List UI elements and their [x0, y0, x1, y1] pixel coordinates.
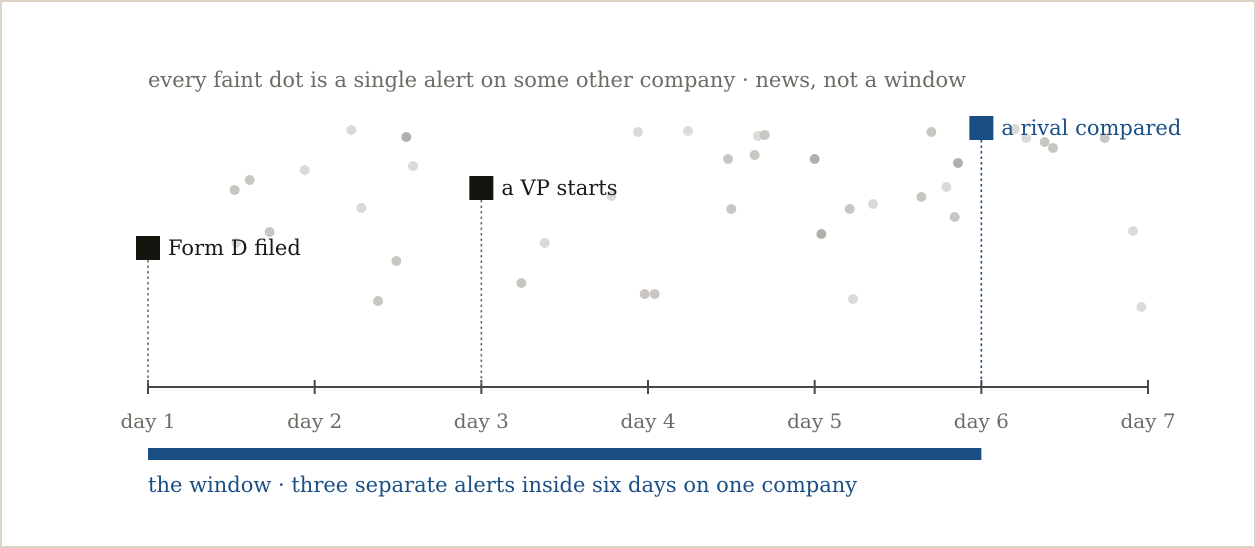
- tick-label-day-7: day 7: [1120, 409, 1175, 433]
- background-alert-dot: [516, 278, 527, 288]
- background-alerts: [229, 124, 1147, 312]
- background-alert-dot: [1128, 226, 1139, 236]
- background-alert-dot: [1048, 143, 1059, 153]
- background-alert-dot: [229, 185, 240, 195]
- background-alert-dot: [391, 256, 402, 266]
- background-alert-dot: [953, 158, 964, 168]
- background-alert-dot: [356, 203, 367, 213]
- event-marker: [969, 116, 994, 140]
- event-label-form-d: Form D filed: [168, 236, 301, 260]
- tick-label-day-2: day 2: [287, 409, 342, 433]
- caption: every faint dot is a single alert on som…: [148, 68, 966, 92]
- background-alert-dot: [1039, 137, 1050, 147]
- background-alert-dot: [723, 154, 734, 164]
- background-alert-dot: [346, 125, 357, 135]
- event-label-vp-starts: a VP starts: [501, 176, 617, 200]
- background-alert-dot: [683, 126, 694, 136]
- background-alert-dot: [639, 289, 650, 299]
- background-alert-dot: [1009, 124, 1020, 134]
- background-alert-dot: [949, 212, 960, 222]
- event-marker: [136, 236, 160, 260]
- background-alert-dot: [264, 227, 275, 237]
- window-bar: [148, 448, 982, 460]
- background-alert-dot: [244, 175, 255, 185]
- background-alert-dot: [759, 130, 770, 140]
- background-alert-dot: [844, 204, 855, 214]
- background-alert-dot: [401, 132, 412, 142]
- window-label: the window · three separate alerts insid…: [148, 473, 857, 497]
- background-alert-dot: [408, 161, 419, 171]
- event-rival-compared: a rival compared: [969, 116, 1181, 387]
- background-alert-dot: [539, 238, 550, 248]
- background-alert-dot: [726, 204, 737, 214]
- day-axis: [147, 380, 1150, 394]
- tick-labels: day 1 day 2 day 3 day 4 day 5 day 6 day …: [120, 409, 1175, 433]
- event-marker: [469, 176, 494, 200]
- tick-label-day-5: day 5: [787, 409, 842, 433]
- background-alert-dot: [848, 294, 859, 304]
- events: Form D filed a VP starts a rival compare…: [136, 116, 1181, 387]
- background-alert-dot: [926, 127, 937, 137]
- background-alert-dot: [633, 127, 644, 137]
- background-alert-dot: [231, 238, 242, 248]
- background-alert-dot: [1099, 133, 1110, 143]
- tick-label-day-6: day 6: [954, 409, 1009, 433]
- background-alert-dot: [1021, 133, 1032, 143]
- background-alert-dot: [649, 289, 660, 299]
- tick-label-day-4: day 4: [620, 409, 675, 433]
- tick-label-day-1: day 1: [120, 409, 175, 433]
- event-vp-starts: a VP starts: [469, 176, 617, 387]
- background-alert-dot: [1136, 302, 1147, 312]
- background-alert-dot: [373, 296, 384, 306]
- background-alert-dot: [606, 191, 617, 201]
- background-alert-dot: [809, 154, 820, 164]
- event-label-rival-compared: a rival compared: [1001, 116, 1181, 140]
- background-alert-dot: [816, 229, 827, 239]
- background-alert-dot: [868, 199, 879, 209]
- background-alert-dot: [916, 192, 927, 202]
- event-form-d: Form D filed: [136, 236, 301, 387]
- background-alert-dot: [299, 165, 310, 175]
- background-alert-dot: [941, 182, 952, 192]
- background-alert-dot: [749, 150, 760, 160]
- tick-label-day-3: day 3: [454, 409, 509, 433]
